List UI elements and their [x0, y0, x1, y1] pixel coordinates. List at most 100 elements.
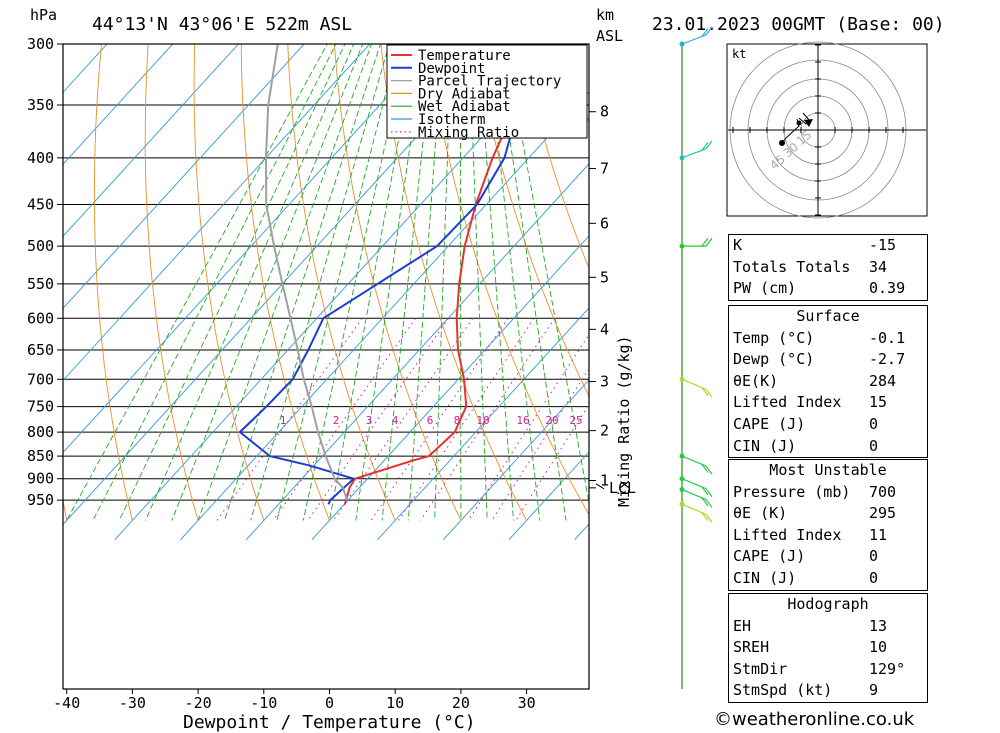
most-unstable-row: CAPE (J) 0 — [729, 546, 927, 568]
isotherm-line — [442, 379, 589, 541]
dry-adiabat-line — [144, 44, 199, 521]
hodograph-table: Hodograph EH 13 SREH 10 StmDir 129° StmSpd (kt… — [728, 593, 928, 703]
legend-entry: Temperature — [418, 48, 511, 64]
pressure-tick-label: 700 — [27, 370, 54, 388]
pressure-tick-label: 600 — [27, 309, 54, 327]
dry-adiabat-line — [926, 17, 1000, 521]
mixing-ratio-label: 2 — [333, 414, 340, 427]
hodograph-point — [779, 140, 785, 146]
indices-table: K -15 Totals Totals 34 PW (cm) 0.39 — [728, 234, 928, 301]
legend-entry: Isotherm — [418, 112, 485, 128]
height-tick-label: 8 — [600, 103, 609, 121]
height-tick-label: LCL — [609, 479, 636, 497]
row-value: 295 — [869, 504, 897, 523]
surface-row: CAPE (J) 0 — [729, 414, 927, 436]
legend-entry: Wet Adiabat — [418, 99, 511, 115]
mixing-ratio-label: 10 — [476, 414, 489, 427]
mixing-ratio-line — [307, 318, 449, 521]
mixing-ratio-label: 25 — [569, 414, 582, 427]
row-value: 0 — [869, 568, 879, 587]
row-value: 0 — [869, 547, 879, 566]
x-axis-title: Dewpoint / Temperature (°C) — [183, 712, 476, 733]
pressure-tick-label: 900 — [27, 470, 54, 488]
surface-table: Surface Temp (°C) -0.1 Dewp (°C) -2.7 θE(K) 2… — [728, 305, 928, 459]
temp-tick-label: 20 — [452, 694, 470, 712]
wet-adiabat-line — [276, 44, 399, 521]
mixing-ratio-label: 3 — [366, 414, 373, 427]
surface-title: Surface — [796, 307, 860, 325]
lcl-tick — [595, 483, 605, 490]
temp-tick-label: -10 — [250, 694, 277, 712]
mixing-ratio-line — [333, 318, 474, 521]
row-label: Lifted Index — [733, 393, 842, 412]
pressure-tick-label: 750 — [27, 398, 54, 416]
indices-row: Totals Totals 34 — [729, 257, 927, 279]
wind-barb-flag — [705, 465, 713, 475]
wet-adiabat-line — [407, 44, 444, 521]
wind-barb-flag — [705, 140, 713, 150]
dry-adiabat-line — [240, 44, 330, 521]
storm-motion-marker — [804, 119, 813, 127]
indices-row: PW (cm) 0.39 — [729, 278, 927, 300]
pressure-tick-label: 400 — [27, 149, 54, 167]
dry-adiabat-line — [380, 44, 527, 521]
credit-footer: ©weatheronline.co.uk — [714, 709, 915, 730]
wind-barb-flag — [705, 488, 713, 498]
mixing-ratio-axis-title: Mixing Ratio (g/kg) — [615, 335, 633, 507]
row-value: 9 — [869, 681, 879, 700]
wind-barb-flag — [705, 499, 713, 508]
isotherm-line — [63, 44, 108, 93]
row-value: 0 — [869, 436, 879, 455]
dry-adiabat-line — [426, 44, 589, 516]
pressure-tick-label: 300 — [27, 35, 54, 53]
wet-adiabat-line — [486, 44, 541, 521]
mixing-ratio-line — [420, 318, 556, 521]
height-tick-label: 6 — [600, 214, 609, 232]
mixing-ratio-label: 1 — [280, 414, 287, 427]
row-value: 700 — [869, 482, 897, 501]
row-label: CAPE (J) — [733, 547, 806, 566]
row-label: θE(K) — [733, 371, 779, 390]
row-label: StmSpd (kt) — [733, 681, 833, 700]
wet-adiabat-line — [477, 44, 514, 521]
wet-adiabat-line — [118, 44, 346, 521]
row-value: 129° — [869, 659, 906, 678]
legend-entry: Mixing Ratio — [418, 125, 519, 141]
indices-row: K -15 — [729, 235, 927, 257]
temp-tick-label: -30 — [119, 694, 146, 712]
surface-row: Temp (°C) -0.1 — [729, 328, 927, 350]
temp-tick-label: -40 — [53, 694, 80, 712]
isotherm-line — [311, 235, 589, 541]
wet-adiabat-line — [381, 44, 435, 521]
height-tick-label: 5 — [600, 268, 609, 286]
wind-barb-flag — [701, 486, 709, 496]
isotherm-line — [63, 44, 305, 310]
hodo-table-row: StmDir 129° — [729, 659, 927, 681]
mixing-ratio-label: 20 — [545, 414, 558, 427]
dry-adiabat-line — [473, 44, 589, 398]
dry-adiabat-line — [193, 44, 265, 521]
dry-adiabat-line — [333, 44, 462, 521]
legend-entry: Dewpoint — [418, 61, 485, 77]
wind-barb-profile — [679, 26, 713, 689]
legend-entry: Dry Adiabat — [418, 86, 511, 102]
pressure-tick-label: 500 — [27, 237, 54, 255]
mixing-ratio-line — [398, 318, 535, 521]
dry-adiabat-line — [972, 17, 1000, 521]
most-unstable-row: θE (K) 295 — [729, 503, 927, 525]
height-tick-label: 4 — [600, 320, 609, 338]
isotherm-line — [377, 307, 589, 541]
wind-barb-flag — [705, 388, 713, 398]
most-unstable-table: Most Unstable Pressure (mb) 700 θE (K) 295 L… — [728, 459, 928, 591]
row-value: 284 — [869, 371, 897, 390]
wet-adiabat-line — [92, 44, 337, 521]
surface-row: θE(K) 284 — [729, 371, 927, 393]
pressure-tick-label: 950 — [27, 491, 54, 509]
row-value: 34 — [869, 257, 888, 276]
height-unit-label: km — [596, 6, 614, 24]
mixing-ratio-line — [467, 333, 589, 521]
row-label: Lifted Index — [733, 525, 842, 544]
row-value: 0.39 — [869, 279, 906, 298]
